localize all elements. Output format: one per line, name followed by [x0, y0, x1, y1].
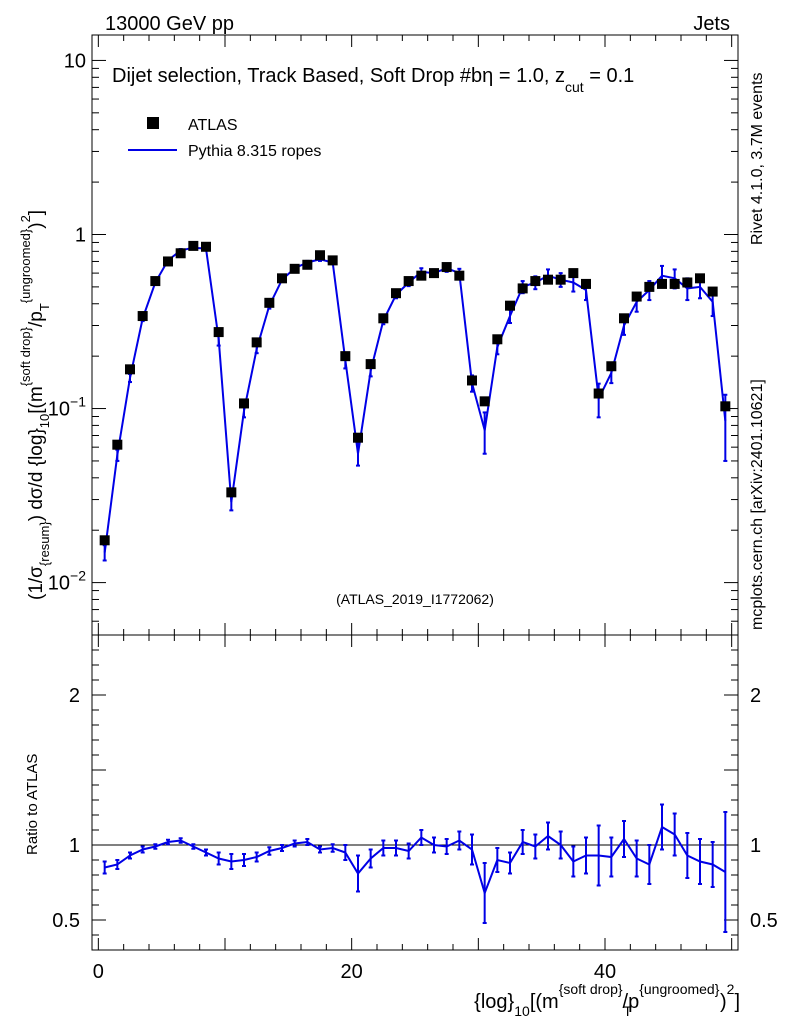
atlas-data-point [289, 263, 300, 274]
atlas-data-point [378, 313, 389, 324]
y-tick-label: 10−1 [48, 394, 86, 421]
legend-atlas-marker [147, 117, 159, 129]
ratio-axis-ticks [92, 634, 738, 950]
legend: ATLAS Pythia 8.315 ropes [128, 117, 321, 160]
atlas-data-point [682, 277, 693, 288]
ratio-tick-label: 2 [69, 685, 80, 707]
atlas-data-point [720, 401, 731, 412]
atlas-data-point [163, 256, 173, 267]
atlas-data-point [315, 250, 325, 261]
atlas-data-point [606, 361, 617, 372]
atlas-data-point [150, 276, 161, 287]
ratio-tick-label-right: 2 [750, 685, 761, 707]
atlas-data-point [416, 270, 427, 281]
ratio-tick-labels: 0.5 0.5 1 1 2 2 [52, 685, 778, 932]
atlas-data-point [125, 364, 135, 375]
atlas-data-point [467, 375, 477, 386]
ratio-tick-label-right: 1 [750, 835, 761, 857]
atlas-data-point [631, 291, 642, 302]
atlas-data-point [403, 276, 414, 287]
atlas-data-point [619, 313, 629, 324]
atlas-data-point [137, 311, 148, 322]
atlas-data-point [264, 297, 275, 308]
mcplots-label: mcplots.cern.ch [arXiv:2401.10621] [749, 379, 766, 630]
atlas-data-point [517, 283, 528, 294]
atlas-data-point [707, 286, 718, 297]
y-tick-label: 10−2 [48, 568, 86, 595]
rivet-label: Rivet 4.1.0, 3.7M events [749, 72, 766, 245]
atlas-data-point [441, 262, 452, 273]
atlas-data-point [365, 359, 376, 370]
ratio-axis-label: Ratio to ATLAS [24, 754, 41, 855]
atlas-data-point [429, 268, 439, 279]
atlas-data-point [644, 281, 655, 292]
ratio-tick-label-right: 0.5 [750, 910, 778, 932]
x-tick-label: 40 [594, 961, 616, 983]
main-axis-ticks [92, 35, 738, 636]
ratio-line [104, 825, 726, 897]
atlas-data-point [530, 276, 541, 287]
atlas-data-point [593, 388, 604, 399]
atlas-data-point [188, 240, 199, 251]
atlas-data-point [555, 274, 566, 285]
atlas-markers [99, 240, 731, 546]
ratio-tick-label: 0.5 [52, 910, 80, 932]
atlas-data-point [226, 487, 237, 498]
atlas-data-point [543, 274, 553, 285]
mc-line [103, 246, 727, 553]
x-tick-labels: 0 20 40 [93, 961, 616, 983]
x-axis-label: {log}10[(m{soft drop}/p{ungroomed} T)2] [474, 981, 740, 1019]
atlas-data-point [340, 351, 351, 362]
atlas-data-point [302, 259, 313, 270]
atlas-data-point [239, 398, 249, 409]
atlas-data-point [581, 278, 591, 289]
atlas-data-point [327, 255, 338, 266]
y-axis-label: (1/σ{resum}) dσ/d {log}10[(m{soft drop}/… [18, 210, 52, 600]
legend-mc-label: Pythia 8.315 ropes [188, 143, 321, 160]
ratio-tick-label: 1 [69, 835, 80, 857]
atlas-data-point [568, 268, 579, 279]
atlas-data-point [353, 432, 363, 443]
atlas-data-point [213, 327, 224, 338]
atlas-data-point [479, 396, 490, 407]
legend-atlas-label: ATLAS [188, 117, 238, 134]
atlas-data-point [201, 241, 211, 252]
y-tick-labels: 10−2 10−1 1 10 [48, 50, 86, 594]
x-tick-label: 0 [93, 961, 104, 983]
analysis-label: (ATLAS_2019_I1772062) [336, 591, 494, 607]
atlas-data-point [391, 288, 401, 299]
atlas-data-point [505, 300, 515, 311]
atlas-data-point [99, 535, 110, 546]
atlas-data-point [454, 270, 465, 281]
y-tick-label: 1 [75, 224, 86, 246]
atlas-data-point [277, 273, 287, 284]
atlas-data-point [669, 278, 680, 289]
atlas-data-point [112, 439, 123, 450]
category-label: Jets [693, 13, 730, 35]
collision-label: 13000 GeV pp [105, 13, 234, 35]
x-tick-label: 20 [341, 961, 363, 983]
ratio-plot-frame [91, 634, 739, 951]
atlas-data-point [657, 278, 667, 289]
atlas-data-point [695, 273, 705, 284]
y-tick-label: 10 [64, 50, 86, 72]
atlas-data-point [492, 334, 503, 345]
atlas-data-point [175, 248, 186, 259]
plot-title: Dijet selection, Track Based, Soft Drop … [112, 65, 634, 95]
atlas-data-point [251, 337, 262, 348]
ratio-error-bars [102, 803, 728, 933]
